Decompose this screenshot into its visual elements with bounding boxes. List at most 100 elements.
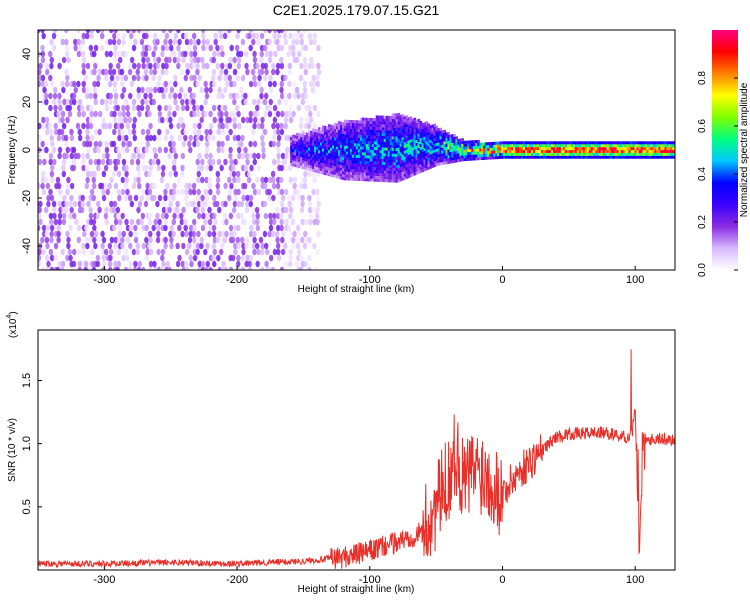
signal-cell <box>405 161 409 165</box>
heatmap-cell <box>271 140 276 148</box>
heatmap-cell <box>152 68 158 76</box>
signal-cell <box>409 128 413 132</box>
signal-cell <box>431 127 435 131</box>
signal-cell <box>367 143 371 147</box>
signal-cell <box>373 129 377 133</box>
heatmap-cell <box>86 146 91 154</box>
signal-cell <box>451 139 454 143</box>
heatmap-cell <box>81 158 86 166</box>
signal-cell <box>538 149 542 153</box>
heatmap-cell <box>61 200 66 208</box>
heatmap-cell <box>224 122 229 130</box>
heatmap-cell <box>283 92 288 100</box>
signal-cell <box>393 136 397 140</box>
signal-cell <box>339 170 343 174</box>
heatmap-cell <box>196 188 201 196</box>
heatmap-cell <box>296 92 301 100</box>
heatmap-cell <box>167 110 172 118</box>
heatmap-cell <box>41 122 47 130</box>
signal-cell <box>335 140 339 144</box>
signal-cell <box>371 164 375 168</box>
heatmap-cell <box>212 194 217 202</box>
heatmap-cell <box>245 158 250 166</box>
signal-cell <box>292 140 295 144</box>
signal-cell <box>650 147 654 151</box>
heatmap-cell <box>267 110 273 118</box>
signal-cell <box>373 118 377 122</box>
heatmap-cell <box>163 104 169 112</box>
signal-cell <box>349 125 353 129</box>
signal-cell <box>495 156 498 160</box>
signal-cell <box>594 152 598 156</box>
heatmap-cell <box>196 38 201 46</box>
signal-cell <box>389 116 393 120</box>
signal-cell <box>347 142 351 146</box>
signal-cell <box>413 152 417 156</box>
signal-cell <box>431 124 435 128</box>
heatmap-cell <box>179 170 185 178</box>
signal-cell <box>316 169 319 173</box>
heatmap-cell <box>60 260 66 268</box>
signal-cell <box>375 175 379 179</box>
heatmap-cell <box>199 236 204 244</box>
heatmap-cell <box>135 242 141 250</box>
heatmap-cell <box>298 254 304 262</box>
heatmap-cell <box>242 218 248 226</box>
heatmap-cell <box>203 200 208 208</box>
signal-cell <box>399 126 403 130</box>
heatmap-cell <box>68 254 73 262</box>
signal-cell <box>377 124 381 128</box>
signal-cell <box>662 149 665 153</box>
signal-cell <box>337 164 341 168</box>
heatmap-cell <box>109 74 115 82</box>
heatmap-cell <box>252 140 258 148</box>
signal-cell <box>600 147 604 151</box>
signal-cell <box>411 155 415 159</box>
signal-cell <box>327 127 331 131</box>
signal-cell <box>443 155 447 159</box>
signal-cell <box>499 141 502 145</box>
signal-cell <box>393 121 397 125</box>
heatmap-cell <box>121 158 127 166</box>
heatmap-cell <box>236 146 242 154</box>
signal-cell <box>417 162 421 166</box>
heatmap-cell <box>96 164 101 172</box>
heatmap-cell <box>303 62 308 70</box>
heatmap-cell <box>124 146 130 154</box>
signal-cell <box>351 122 355 126</box>
signal-cell <box>511 147 514 151</box>
signal-cell <box>552 149 556 153</box>
heatmap-cell <box>292 182 297 190</box>
heatmap-cell <box>153 152 159 160</box>
heatmap-cell <box>271 134 277 142</box>
signal-cell <box>397 158 401 162</box>
heatmap-cell <box>252 74 257 82</box>
heatmap-cell <box>38 62 43 70</box>
heatmap-cell <box>311 206 316 214</box>
signal-cell <box>351 120 355 124</box>
signal-cell <box>347 163 351 167</box>
signal-cell <box>399 117 403 121</box>
signal-cell <box>598 147 602 151</box>
signal-cell <box>451 145 454 149</box>
signal-cell <box>401 163 405 167</box>
signal-cell <box>407 172 411 176</box>
signal-cell <box>491 144 494 148</box>
heatmap-cell <box>81 68 86 76</box>
heatmap-cell <box>66 98 71 106</box>
signal-cell <box>421 169 425 173</box>
heatmap-cell <box>220 242 225 250</box>
signal-cell <box>371 172 375 176</box>
signal-cell <box>507 149 510 153</box>
signal-cell <box>353 125 357 129</box>
signal-cell <box>415 145 419 149</box>
heatmap-cell <box>147 170 152 178</box>
heatmap-cell <box>89 32 94 40</box>
signal-cell <box>586 155 590 159</box>
signal-cell <box>447 132 451 136</box>
heatmap-cell <box>212 260 217 268</box>
heatmap-cell <box>183 92 188 100</box>
heatmap-cell <box>199 116 204 124</box>
heatmap-cell <box>273 128 278 136</box>
signal-cell <box>395 162 399 166</box>
